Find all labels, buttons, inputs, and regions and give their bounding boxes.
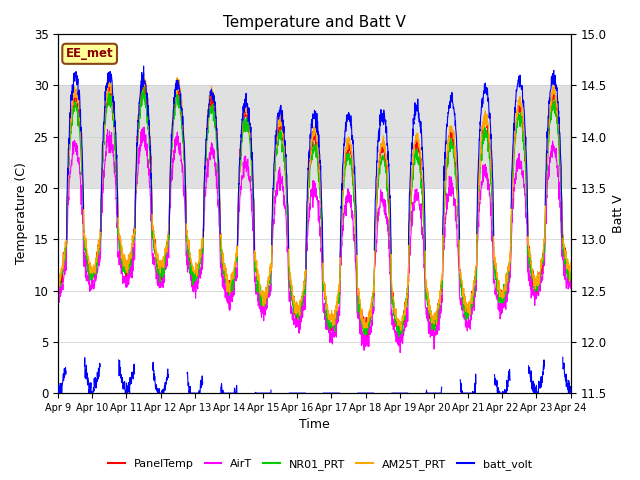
Bar	[58, 85, 571, 188]
Y-axis label: Batt V: Batt V	[612, 194, 625, 233]
Text: EE_met: EE_met	[66, 48, 113, 60]
Legend: PanelTemp, AirT, NR01_PRT, AM25T_PRT, batt_volt: PanelTemp, AirT, NR01_PRT, AM25T_PRT, ba…	[104, 455, 536, 474]
X-axis label: Time: Time	[299, 419, 330, 432]
Y-axis label: Temperature (C): Temperature (C)	[15, 163, 28, 264]
Title: Temperature and Batt V: Temperature and Batt V	[223, 15, 406, 30]
